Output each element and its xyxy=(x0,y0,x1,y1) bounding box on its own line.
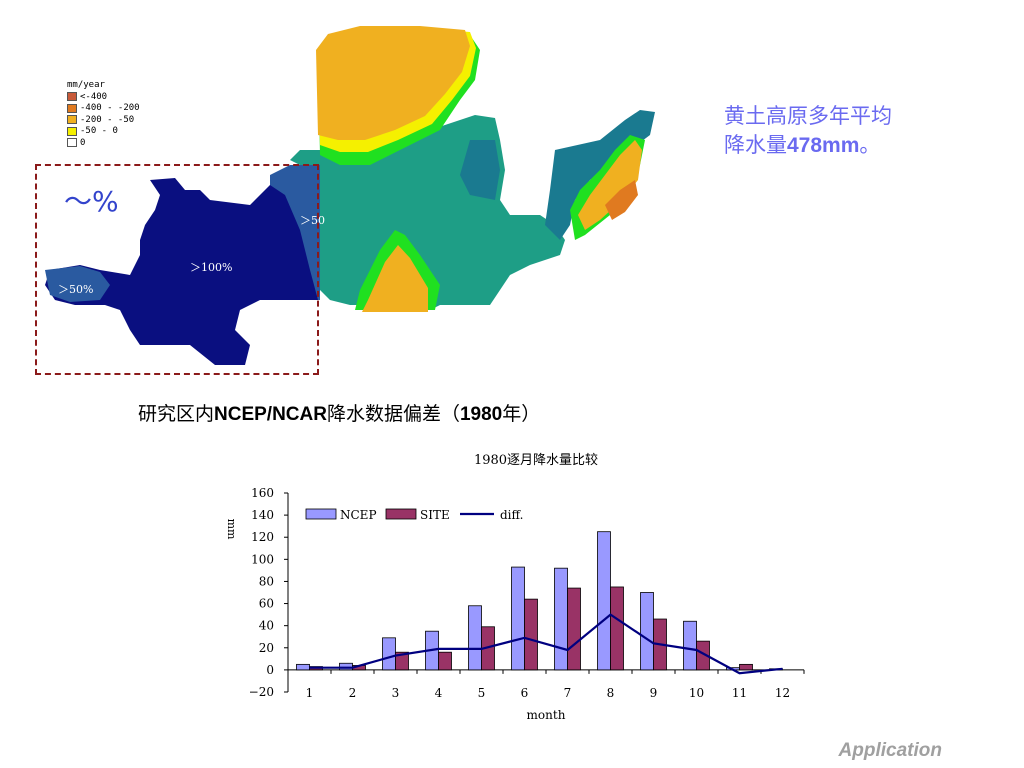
legend-swatch-site xyxy=(385,508,417,520)
legend-swatch-ncep xyxy=(305,508,337,520)
legend-swatch xyxy=(67,115,77,125)
legend-label: -200 - -50 xyxy=(80,114,135,125)
y-tick-label: 40 xyxy=(259,619,274,633)
map-zone-mid-blue-west xyxy=(45,266,110,302)
x-tick-label: 5 xyxy=(478,686,486,700)
legend-label: 0 xyxy=(80,137,86,148)
side-note-line1: 黄土高原多年平均 xyxy=(724,104,892,128)
bar-site xyxy=(610,586,624,671)
map-zone-orange-south xyxy=(362,245,428,312)
y-tick-label: 80 xyxy=(259,574,274,588)
legend-swatch xyxy=(67,103,77,113)
legend-item: <-400 xyxy=(67,91,140,103)
caption-prefix: 研究区内 xyxy=(138,403,215,425)
x-tick-label: 3 xyxy=(392,686,400,700)
bar-site xyxy=(438,651,452,671)
x-tick-label: 1 xyxy=(306,686,314,700)
legend-item: 0 xyxy=(67,137,140,149)
bar-site xyxy=(696,640,710,671)
legend-swatch xyxy=(67,138,77,148)
map-legend: mm/year <-400 -400 - -200 -200 - -50 -50… xyxy=(67,80,140,149)
y-tick-label: −20 xyxy=(249,685,274,699)
percent-symbol: ～% xyxy=(64,185,119,218)
x-tick-label: 7 xyxy=(564,686,572,700)
map-zone-dark-orange-east xyxy=(605,180,638,220)
y-tick-label: 160 xyxy=(251,486,274,500)
y-tick-label: 100 xyxy=(251,552,274,566)
legend-label: diff. xyxy=(500,508,523,522)
study-area-highlight-box xyxy=(35,164,319,375)
legend-item: -50 - 0 xyxy=(67,126,140,138)
side-note-suffix: 。 xyxy=(859,133,881,157)
y-tick-label: 60 xyxy=(259,597,274,611)
x-tick-label: 8 xyxy=(607,686,615,700)
side-note-prefix: 降水量 xyxy=(724,133,787,157)
chart-title: 1980逐月降水量比较 xyxy=(474,453,598,468)
side-note-line2: 降水量478mm。 xyxy=(724,131,892,160)
y-tick-label: 140 xyxy=(251,508,274,522)
legend-label: <-400 xyxy=(80,91,108,102)
x-tick-label: 10 xyxy=(689,686,704,700)
legend-item: -200 - -50 xyxy=(67,114,140,126)
legend-label: -50 - 0 xyxy=(80,126,118,137)
bar-ncep xyxy=(511,566,525,671)
x-axis-label: month xyxy=(527,708,566,722)
map-zone-dark-blue xyxy=(45,178,318,365)
side-note-value: 478mm xyxy=(787,134,860,157)
bar-ncep xyxy=(597,531,611,671)
legend-swatch xyxy=(67,126,77,136)
x-tick-label: 12 xyxy=(775,686,790,700)
y-tick-label: 0 xyxy=(266,663,274,677)
legend-label: NCEP xyxy=(340,508,377,522)
caption-middle: 降水数据偏差（ xyxy=(326,403,460,425)
bar-ncep xyxy=(296,663,310,671)
caption-suffix: 年） xyxy=(502,403,541,425)
map-zone-dark-teal xyxy=(460,140,500,200)
line-diff xyxy=(309,613,783,675)
bar-ncep xyxy=(382,637,396,671)
map-label-gt100: ＞100% xyxy=(190,261,233,274)
x-tick-label: 4 xyxy=(435,686,443,700)
bar-site xyxy=(395,651,409,671)
map-label-gt50-left: ＞50% xyxy=(58,283,94,296)
y-axis-label: mm xyxy=(225,519,238,540)
bar-site xyxy=(739,663,753,671)
map-zone-orange-east xyxy=(578,140,642,230)
bar-site xyxy=(567,587,581,671)
bar-ncep xyxy=(554,567,568,671)
caption-bold: NCEP/NCAR xyxy=(214,404,327,425)
legend-title: mm/year xyxy=(67,80,105,90)
footer-label: Application xyxy=(838,740,942,761)
map-caption: 研究区内NCEP/NCAR降水数据偏差（1980年） xyxy=(138,399,540,426)
legend-label: SITE xyxy=(420,508,450,522)
legend-item: -400 - -200 xyxy=(67,103,140,115)
bar-ncep xyxy=(683,620,697,671)
bar-ncep xyxy=(468,605,482,671)
x-tick-label: 9 xyxy=(650,686,658,700)
y-tick-label: 20 xyxy=(259,641,274,655)
side-note: 黄土高原多年平均 降水量478mm。 xyxy=(724,102,892,160)
y-tick-label: 120 xyxy=(251,530,274,544)
legend-label: -400 - -200 xyxy=(80,103,140,114)
map-zone-orange-north xyxy=(316,26,470,140)
precipitation-bias-map xyxy=(45,26,655,365)
x-tick-label: 11 xyxy=(732,686,747,700)
caption-year: 1980 xyxy=(459,404,503,425)
legend-swatch xyxy=(67,92,77,102)
bar-site xyxy=(524,598,538,671)
x-tick-label: 6 xyxy=(521,686,529,700)
x-tick-label: 2 xyxy=(349,686,357,700)
bar-ncep xyxy=(640,592,654,671)
bar-ncep xyxy=(339,662,353,671)
